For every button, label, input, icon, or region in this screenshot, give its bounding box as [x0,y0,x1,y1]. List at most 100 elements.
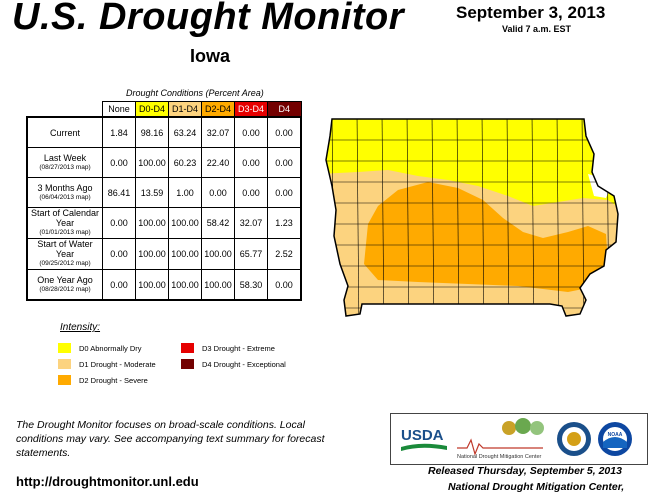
legend-label-d2: D2 Drought - Severe [79,375,148,385]
website-link[interactable]: http://droughtmonitor.unl.edu [16,474,199,489]
table-cell: 100.00 [201,238,235,270]
county-line [431,119,435,316]
logos-graphic: USDA National Drought Mitigation Center … [401,418,632,460]
column-header-d0-d4: D0-D4 [135,101,169,118]
table-row: Current 1.84 98.16 63.24 32.07 0.00 0.00 [26,116,302,148]
drought-conditions-table: None D0-D4 D1-D4 D2-D4 D3-D4 D4 Current 1… [26,101,302,301]
table-cell: 0.00 [102,147,136,178]
table-row: 3 Months Ago (06/04/2013 map) 86.41 13.59 1.… [26,177,302,208]
column-header-d3-d4: D3-D4 [234,101,268,118]
row-label-date: (01/01/2013 map) [39,229,91,236]
table-corner [27,102,103,118]
ndmc-tree-3-icon [530,421,544,435]
county-line [356,119,360,316]
row-label-text: Last Week [43,152,87,163]
row-label-date: (06/04/2013 map) [39,193,91,201]
drought-monitor-note: The Drought Monitor focuses on broad-sca… [16,419,325,459]
table-cell: 100.00 [135,147,169,178]
table-cell: 0.00 [267,177,302,208]
table-body: Current 1.84 98.16 63.24 32.07 0.00 0.00 Last W… [26,116,302,301]
column-header-d1-d4: D1-D4 [168,101,202,118]
table-cell: 60.23 [168,147,202,178]
ndmc-logo: National Drought Mitigation Center [457,418,544,460]
commerce-seal-icon [557,422,591,456]
table-cell: 100.00 [135,238,169,270]
table-cell: 32.07 [201,116,235,148]
legend-item-d0: D0 Abnormally Dry [58,343,142,353]
legend-item-d2: D2 Drought - Severe [58,375,148,385]
row-label-text: 3 Months Ago [37,182,93,193]
ndmc-tree-1-icon [502,421,516,435]
table-cell: 100.00 [201,269,235,301]
table-row: Start of Water Year (09/25/2012 map) 0.00 1… [26,238,302,270]
table-cell: 0.00 [201,177,235,208]
table-cell: 100.00 [168,269,202,301]
legend-title: Intensity: [60,322,101,333]
table-cell: 1.00 [168,177,202,208]
legend-label-d3: D3 Drought - Extreme [202,343,275,353]
table-cell: 86.41 [102,177,136,208]
legend-swatch-d3 [181,343,194,353]
table-cell: 0.00 [102,238,136,270]
legend-label-d0: D0 Abnormally Dry [79,343,142,353]
usda-swoosh-icon [401,443,447,451]
column-header-d4: D4 [267,101,302,118]
row-label-text: Start of Water Year [37,239,93,259]
table-caption: Drought Conditions (Percent Area) [126,88,264,98]
row-label-text: One Year Ago [37,274,93,285]
state-outline [325,118,619,317]
legend-label-d4: D4 Drought - Exceptional [202,359,286,369]
table-cell: 0.00 [102,207,136,239]
column-header-d2-d4: D2-D4 [201,101,235,118]
noaa-text: NOAA [608,432,623,438]
row-label: Start of Water Year (09/25/2012 map) [26,238,103,270]
row-label: One Year Ago (08/28/2012 map) [26,269,103,301]
d2-area [364,182,608,292]
ndmc-tree-2-icon [515,418,531,434]
row-label: Last Week (08/27/2013 map) [26,147,103,178]
table-cell: 65.77 [234,238,268,270]
legend-item-d1: D1 Drought - Moderate [58,359,156,369]
row-label-text: Current [49,127,80,138]
county-line [506,119,510,316]
drought-areas [326,119,618,316]
table-cell: 0.00 [102,269,136,301]
table-cell: 0.00 [234,177,268,208]
author: National Drought Mitigation Center, [448,481,625,493]
table-cell: 58.30 [234,269,268,301]
table-row: Last Week (08/27/2013 map) 0.00 100.00 60.23… [26,147,302,178]
table-cell: 63.24 [168,116,202,148]
table-cell: 100.00 [168,238,202,270]
table-cell: 0.00 [267,147,302,178]
map-date: September 3, 2013 [456,3,606,22]
table-cell: 0.00 [267,116,302,148]
iowa-drought-map [325,118,619,317]
legend-item-d4: D4 Drought - Exceptional [181,359,286,369]
partner-logos: USDA National Drought Mitigation Center … [390,413,648,465]
table-cell: 1.84 [102,116,136,148]
table-row: One Year Ago (08/28/2012 map) 0.00 100.00 10… [26,269,302,301]
legend-swatch-d2 [58,375,71,385]
table-cell: 32.07 [234,207,268,239]
row-label: Start of Calendar Year (01/01/2013 map) [26,207,103,239]
row-label-date: (08/28/2012 map) [39,285,91,293]
page-title: U.S. Drought Monitor [12,0,405,38]
ndmc-line-icon [457,438,543,456]
table-cell: 2.52 [267,238,302,270]
county-line [381,119,385,316]
state-name: Iowa [190,46,231,66]
table-cell: 58.42 [201,207,235,239]
county-line [531,119,535,316]
table-cell: 13.59 [135,177,169,208]
row-label: Current [26,116,103,148]
county-line [406,119,410,316]
release-date: Released Thursday, September 5, 2013 [428,465,622,477]
table-row: Start of Calendar Year (01/01/2013 map) 0.… [26,207,302,239]
row-label-date: (09/25/2012 map) [39,260,91,267]
table-cell: 22.40 [201,147,235,178]
row-label-text: Start of Calendar Year [30,208,100,228]
legend-label-d1: D1 Drought - Moderate [79,359,156,369]
table-cell: 0.00 [267,269,302,301]
table-cell: 100.00 [135,207,169,239]
county-line [581,119,585,316]
